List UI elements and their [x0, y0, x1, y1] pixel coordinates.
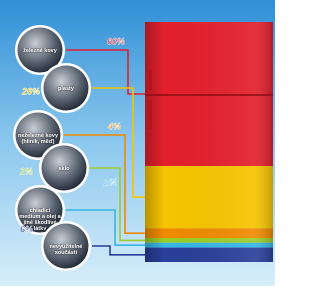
item-label-box: nevyužitelné součásti	[45, 244, 87, 266]
item-label: plasty	[45, 86, 87, 92]
item-label-box: sklo	[43, 166, 85, 188]
item-label: neželezné kovy (hliník, měď)	[17, 133, 59, 145]
infographic: železné kovy 60% plasty 26% neželezné kovy (…	[0, 0, 275, 286]
fridge	[145, 22, 273, 262]
percent-label: 2%	[103, 177, 117, 187]
percent-label: 6%	[20, 224, 33, 234]
percent-label: 26%	[21, 86, 40, 96]
item-label: sklo	[43, 166, 85, 172]
item-label: železné kovy	[19, 48, 61, 54]
handle	[148, 70, 152, 90]
percent-label: 2%	[19, 166, 33, 176]
handle	[148, 100, 152, 130]
percent-label: 4%	[107, 121, 121, 131]
percent-label: 60%	[107, 36, 125, 46]
item-label: nevyužitelné součásti	[45, 244, 87, 256]
fridge-shade	[145, 22, 273, 262]
item-label-box: plasty	[45, 86, 87, 108]
